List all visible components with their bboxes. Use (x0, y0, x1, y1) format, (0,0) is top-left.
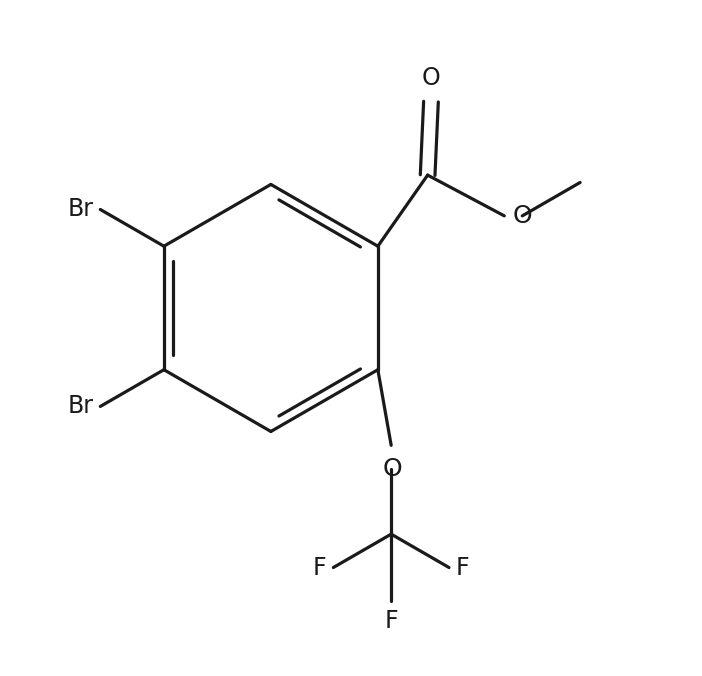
Text: O: O (512, 204, 532, 228)
Text: Br: Br (67, 197, 93, 222)
Text: F: F (385, 609, 398, 633)
Text: F: F (456, 556, 470, 579)
Text: F: F (313, 556, 326, 579)
Text: Br: Br (67, 394, 93, 418)
Text: O: O (422, 66, 440, 90)
Text: O: O (383, 458, 402, 481)
